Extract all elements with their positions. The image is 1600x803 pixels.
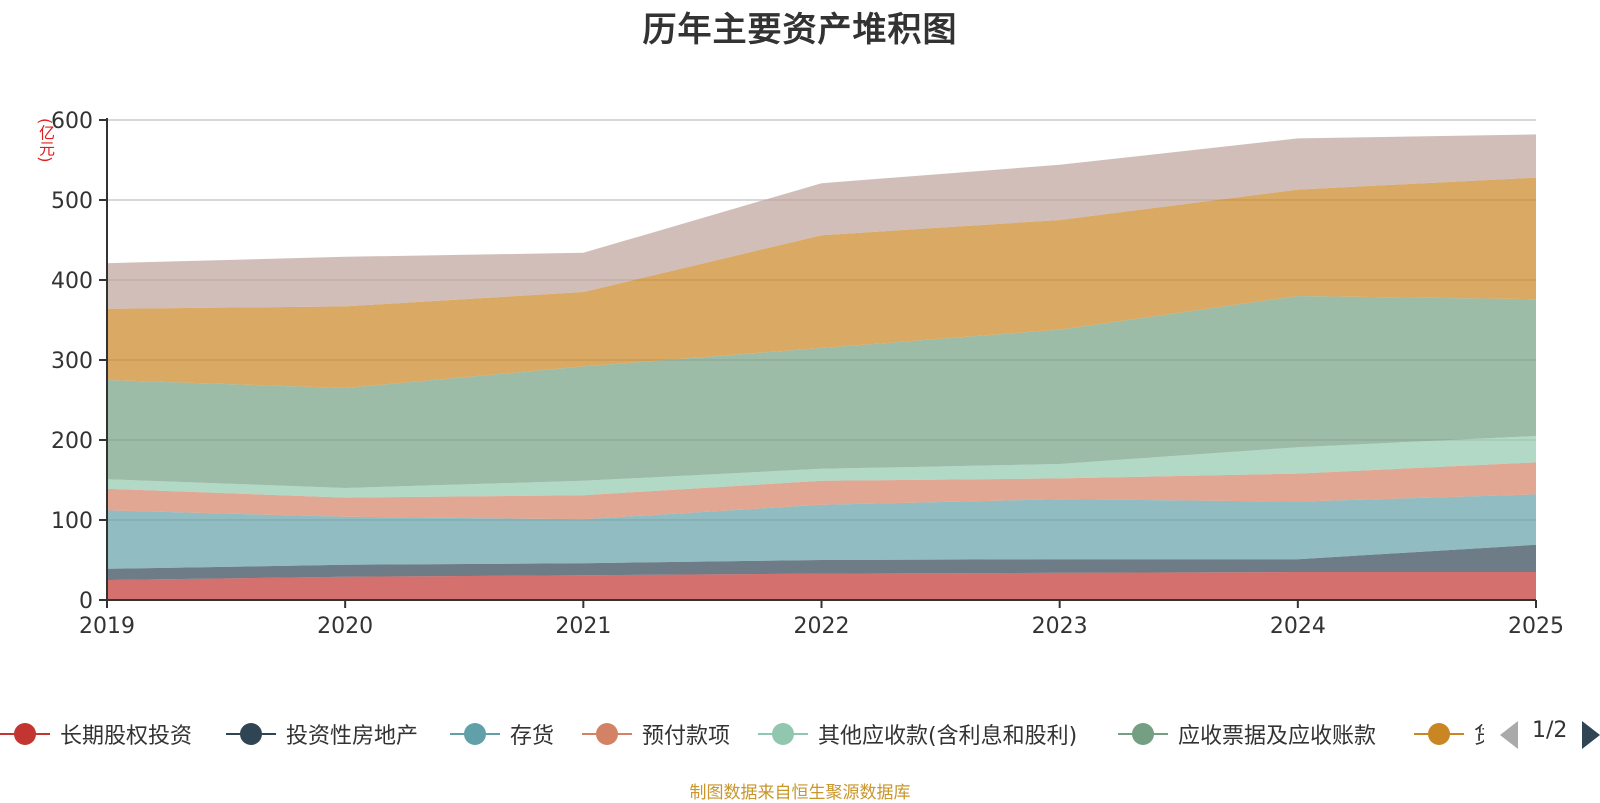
legend-item-1[interactable]: 投资性房地产 (226, 714, 418, 754)
legend-item-4[interactable]: 其他应收款(含利息和股利) (758, 714, 1077, 754)
legend-marker-icon (1414, 723, 1464, 745)
legend-next-icon[interactable] (1582, 721, 1600, 749)
legend-label: 投资性房地产 (286, 724, 419, 749)
y-axis-ticks: 0 100 200 300 400 500 600 (51, 109, 107, 614)
area-series-2 (107, 494, 1536, 569)
legend-marker-icon (758, 723, 808, 745)
legend-page-indicator: 1/2 (1532, 718, 1568, 743)
y-tick-label-500: 500 (51, 189, 93, 214)
area-series-6 (107, 177, 1536, 388)
area-series (107, 134, 1536, 600)
x-tick-label-2019: 2019 (79, 614, 135, 639)
y-tick-label-0: 0 (79, 589, 93, 614)
legend-item-3[interactable]: 预付款项 (582, 714, 730, 754)
legend-marker-icon (226, 723, 276, 745)
legend-item-5[interactable]: 应收票据及应收账款 (1118, 714, 1376, 754)
legend-marker-icon (582, 723, 632, 745)
legend-marker-icon (0, 723, 50, 745)
legend-item-0[interactable]: 长期股权投资 (0, 714, 192, 754)
legend-label: 应收票据及应收账款 (1178, 724, 1377, 749)
legend-marker-icon (1118, 723, 1168, 745)
legend-label: 预付款项 (642, 724, 731, 749)
x-tick-label-2025: 2025 (1508, 614, 1564, 639)
x-tick-label-2021: 2021 (555, 614, 611, 639)
y-axis-unit: (亿元) (36, 118, 55, 163)
x-axis-ticks: 2019 2020 2021 2022 2023 2024 2025 (79, 600, 1564, 639)
x-tick-label-2024: 2024 (1270, 614, 1326, 639)
legend-label: 其他应收款(含利息和股利) (818, 724, 1078, 749)
area-series-0 (107, 572, 1536, 600)
y-tick-label-600: 600 (51, 109, 93, 134)
y-tick-label-400: 400 (51, 269, 93, 294)
legend-item-2[interactable]: 存货 (450, 714, 554, 754)
area-series-4 (107, 436, 1536, 498)
area-series-5 (107, 296, 1536, 488)
area-series-1 (107, 544, 1536, 580)
legend-label-partial: 货 (1474, 718, 1484, 750)
area-series-7 (107, 134, 1536, 309)
area-series-3 (107, 462, 1536, 520)
legend-marker-icon (450, 723, 500, 745)
source-note: 制图数据来自恒生聚源数据库 (689, 783, 911, 803)
x-tick-label-2022: 2022 (794, 614, 850, 639)
x-tick-label-2020: 2020 (317, 614, 373, 639)
legend-label: 长期股权投资 (60, 724, 193, 749)
chart-title: 历年主要资产堆积图 (642, 10, 958, 50)
legend-label: 存货 (510, 724, 555, 749)
y-tick-label-200: 200 (51, 429, 93, 454)
y-tick-label-100: 100 (51, 509, 93, 534)
legend-item-6[interactable]: 货 (1414, 714, 1484, 754)
y-tick-label-300: 300 (51, 349, 93, 374)
x-tick-label-2023: 2023 (1032, 614, 1088, 639)
legend-prev-icon[interactable] (1500, 721, 1518, 749)
legend: 长期股权投资 投资性房地产 存货 预付款项 其他应收款(含利息和股利) 应收票据及应收账款… (0, 714, 1484, 754)
legend-pager: 1/2 (1500, 716, 1600, 752)
